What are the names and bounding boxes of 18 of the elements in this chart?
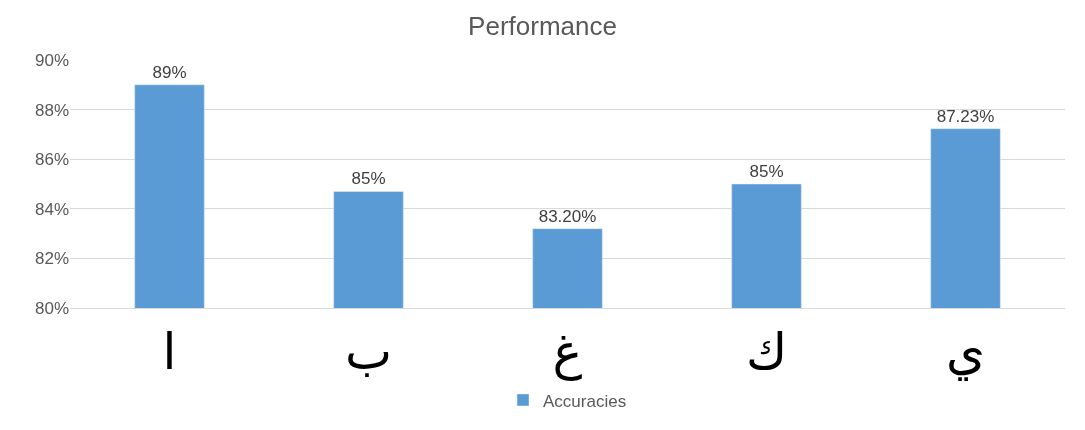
data-label: 85% — [749, 162, 784, 181]
y-tick-label: 86% — [34, 150, 69, 170]
x-tick-label: ب — [344, 323, 393, 381]
x-tick-label: ك — [745, 323, 788, 381]
y-tick-label: 90% — [34, 50, 69, 70]
data-label: 85% — [351, 169, 386, 189]
data-label: 89% — [152, 62, 187, 82]
y-tick-label: 84% — [34, 199, 69, 219]
y-tick-label: 80% — [34, 298, 69, 318]
x-tick-label: غ — [552, 323, 583, 381]
data-label: 83.20% — [538, 206, 597, 226]
data-label: 87.23% — [936, 106, 995, 126]
x-tick-label: ا — [162, 323, 177, 381]
y-tick-label: 88% — [34, 100, 69, 120]
legend-label: Accuracies — [543, 391, 627, 411]
y-tick-label: 82% — [34, 249, 69, 269]
x-tick-label: ي — [945, 323, 986, 381]
chart-title: Performance — [468, 11, 617, 42]
